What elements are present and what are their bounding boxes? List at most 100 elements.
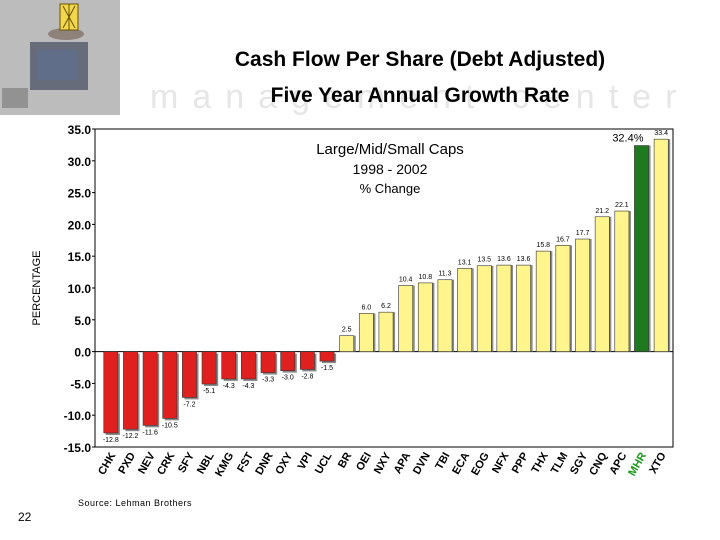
x-tick-label: NFX <box>490 450 512 476</box>
bar-kmg <box>221 351 237 380</box>
data-label: -3.0 <box>282 375 294 382</box>
bar-apc <box>614 210 630 352</box>
data-label: 6.2 <box>381 303 391 310</box>
x-tick-label: VPI <box>296 451 315 472</box>
x-tick-label: MHR <box>626 450 649 478</box>
slide-title: Cash Flow Per Share (Debt Adjusted) <box>234 48 606 71</box>
x-tick-label: CRK <box>155 450 177 477</box>
bar-ucl <box>319 351 335 362</box>
x-tick-label: TBI <box>433 451 452 472</box>
bar-oxy <box>280 351 296 371</box>
data-label: 13.6 <box>497 256 511 263</box>
data-label: 13.6 <box>517 256 531 263</box>
bar-nev <box>142 351 158 426</box>
x-tick-label: KMG <box>213 451 236 479</box>
slide-subtitle: Five Year Annual Growth Rate <box>270 84 570 107</box>
bar-mhr <box>634 145 649 352</box>
data-label: 11.3 <box>438 271 451 278</box>
data-label: 13.5 <box>477 257 491 264</box>
chart-title-line: % Change <box>360 181 421 196</box>
x-tick-label: OXY <box>273 450 295 477</box>
bar-vpi <box>300 351 315 370</box>
data-label: 16.7 <box>556 236 570 243</box>
bar-br <box>339 335 355 352</box>
data-label: -10.5 <box>162 422 178 429</box>
bar-tlm <box>555 245 571 352</box>
bar-pxd <box>123 351 138 430</box>
bar-eog <box>476 265 492 352</box>
bar-sfy <box>182 351 197 398</box>
data-label: -4.3 <box>223 383 235 390</box>
y-tick-label: -15.0 <box>64 441 92 455</box>
data-label: -12.8 <box>103 437 119 444</box>
x-tick-label: PPP <box>510 451 531 476</box>
bar-ppp <box>516 264 531 352</box>
bar-nxy <box>378 311 394 352</box>
x-tick-label: THX <box>529 450 551 476</box>
x-tick-label: TLM <box>549 451 571 477</box>
x-tick-label: NXY <box>372 450 394 476</box>
bar-dvn <box>417 282 433 352</box>
callout-label: 32.4% <box>612 133 643 145</box>
data-label: -2.8 <box>301 373 313 380</box>
bar-nbl <box>201 351 217 385</box>
y-tick-label: -5.0 <box>70 377 91 391</box>
y-tick-label: 10.0 <box>68 282 92 296</box>
data-label: -1.5 <box>321 365 333 372</box>
bar-chk <box>103 351 119 434</box>
data-label: 13.1 <box>458 259 472 266</box>
x-tick-label: CNQ <box>587 450 610 478</box>
bar-tbi <box>437 279 453 352</box>
y-tick-label: 30.0 <box>68 155 92 169</box>
x-tick-label: PXD <box>116 450 138 476</box>
data-label: -11.6 <box>142 429 158 436</box>
bar-dnr <box>260 351 276 373</box>
bar-thx <box>535 250 551 352</box>
data-label: 33.4 <box>654 130 668 137</box>
bar-cnq <box>594 216 610 352</box>
chart-title-line: 1998 - 2002 <box>353 161 428 177</box>
source-note: Source: Lehman Brothers <box>78 498 193 508</box>
x-tick-label: XTO <box>647 450 669 476</box>
y-tick-label: 15.0 <box>68 250 92 264</box>
data-label: -3.3 <box>262 377 274 384</box>
data-label: -7.2 <box>183 401 195 408</box>
y-tick-label: 20.0 <box>68 218 92 232</box>
bar-eca <box>457 267 472 352</box>
y-tick-label: 35.0 <box>68 123 92 137</box>
y-tick-label: 0.0 <box>74 346 91 360</box>
y-tick-label: 5.0 <box>74 314 91 328</box>
x-tick-label: BR <box>336 450 354 470</box>
x-tick-label: DVN <box>411 450 433 476</box>
data-label: 10.4 <box>399 276 413 283</box>
page-number: 22 <box>18 510 32 524</box>
data-label: 15.8 <box>536 242 550 249</box>
x-tick-label: CHK <box>96 450 118 477</box>
derrick-icon <box>59 3 79 31</box>
data-label: 17.7 <box>576 230 590 237</box>
x-tick-label: OEI <box>354 451 374 473</box>
company-logo <box>0 0 120 115</box>
x-tick-label: NEV <box>136 450 158 476</box>
y-tick-label: 25.0 <box>68 187 92 201</box>
data-label: 22.1 <box>615 202 629 209</box>
x-tick-label: DNR <box>253 450 275 477</box>
data-label: -4.3 <box>242 383 254 390</box>
bar-apa <box>398 285 414 352</box>
x-tick-label: EOG <box>469 451 492 478</box>
x-tick-label: ECA <box>450 450 472 476</box>
y-tick-label: -10.0 <box>64 409 92 423</box>
data-label: 10.8 <box>418 274 432 281</box>
bar-sgy <box>575 238 590 352</box>
x-tick-label: UCL <box>313 450 335 476</box>
bar-fst <box>241 351 256 380</box>
data-label: 2.5 <box>342 327 352 334</box>
data-label: -5.1 <box>203 388 215 395</box>
bar-oei <box>358 313 374 352</box>
bar-crk <box>162 351 178 419</box>
data-label: -12.2 <box>122 433 138 440</box>
watermark-text: management center <box>150 78 691 116</box>
x-tick-label: APA <box>392 450 414 475</box>
bar-xto <box>653 138 669 352</box>
